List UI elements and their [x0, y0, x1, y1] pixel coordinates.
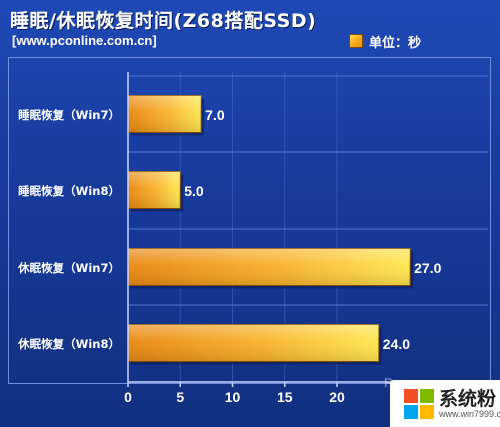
faint-watermark-text: P — [384, 375, 393, 390]
chart-title: 睡眠/休眠恢复时间(Z68搭配SSD) — [10, 10, 317, 32]
x-tick-label: 10 — [225, 389, 241, 405]
bar-shine — [128, 324, 379, 362]
category-label: 休眠恢复（Win8） — [17, 337, 120, 351]
source-url: [www.pconline.com.cn] — [12, 33, 157, 48]
value-label: 5.0 — [184, 183, 204, 199]
bar-shine — [128, 95, 202, 133]
category-label: 睡眠恢复（Win7） — [18, 108, 120, 122]
legend-swatch — [349, 34, 363, 48]
x-tick-label: 20 — [329, 389, 345, 405]
windows-logo-icon — [404, 389, 434, 419]
x-tick-label: 0 — [124, 389, 132, 405]
value-label: 7.0 — [205, 107, 225, 123]
x-tick-label: 5 — [176, 389, 184, 405]
value-label: 24.0 — [383, 336, 410, 352]
bar-shine — [128, 171, 181, 209]
value-label: 27.0 — [414, 260, 441, 276]
x-tick-label: 15 — [277, 389, 293, 405]
category-label: 休眠恢复（Win7） — [17, 261, 120, 275]
legend-label: 单位：秒 — [369, 35, 422, 51]
watermark-panel — [390, 380, 500, 427]
category-label: 睡眠恢复（Win8） — [18, 184, 120, 198]
legend: 单位：秒 — [349, 33, 422, 51]
watermark-url: www.win7999.com — [439, 409, 500, 419]
bar-shine — [128, 248, 411, 286]
watermark-brand: 系统粉 — [439, 388, 497, 410]
plot-frame — [8, 57, 491, 384]
